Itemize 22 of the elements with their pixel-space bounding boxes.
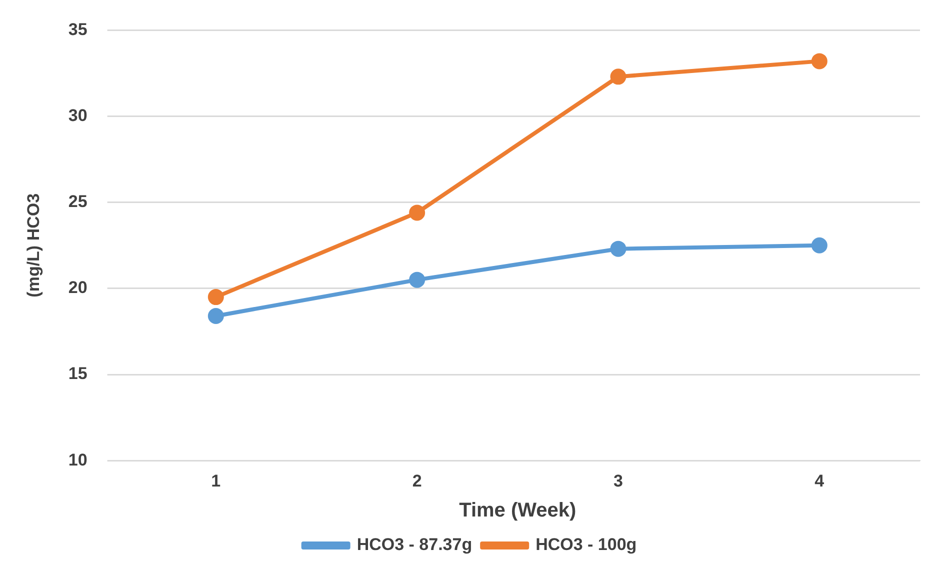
- y-tick-label: 15: [68, 364, 88, 384]
- x-tick-label: 4: [814, 471, 825, 490]
- point: [208, 289, 224, 306]
- point: [409, 204, 426, 221]
- y-axis-title: (mg/L) HCO3: [24, 193, 43, 298]
- y-tick-label: 10: [68, 450, 88, 470]
- point: [409, 272, 426, 288]
- point: [208, 308, 224, 324]
- point: [610, 240, 626, 257]
- point: [811, 53, 828, 70]
- legend-label: HCO3 - 87.37g: [356, 535, 472, 554]
- legend-label: HCO3 - 100g: [536, 535, 637, 554]
- x-tick-label: 3: [614, 471, 623, 490]
- point: [610, 68, 626, 85]
- x-tick-label: 2: [412, 471, 422, 490]
- y-tick-label: 30: [68, 106, 88, 125]
- y-tick-label: 25: [68, 192, 88, 212]
- point: [811, 237, 828, 254]
- y-tick-label: 20: [68, 278, 88, 298]
- y-tick-label: 35: [68, 20, 88, 39]
- x-tick-label: 1: [211, 471, 221, 490]
- x-axis-title: Time (Week): [459, 500, 576, 522]
